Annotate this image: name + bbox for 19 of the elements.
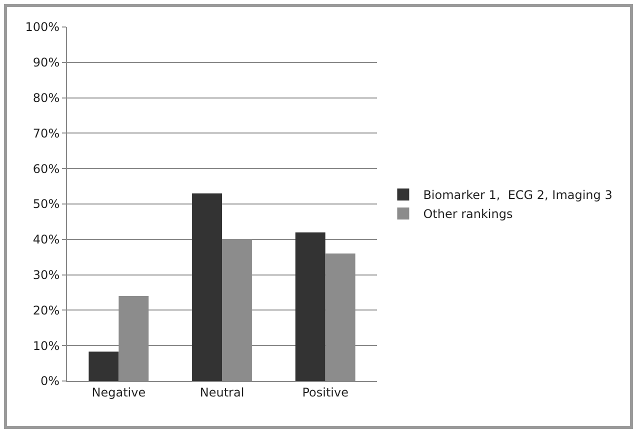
legend-label: Other rankings <box>423 207 513 222</box>
y-tick-label: 100% <box>25 20 60 34</box>
y-tick-label: 10% <box>32 338 60 353</box>
y-tick-label: 50% <box>32 197 60 212</box>
y-tick-label: 40% <box>32 232 60 247</box>
x-tick-label: Negative <box>92 385 146 400</box>
x-tick-label: Neutral <box>200 385 244 400</box>
bar <box>88 352 119 381</box>
bar <box>192 193 222 381</box>
x-tick-label: Positive <box>302 385 348 400</box>
bar <box>295 232 326 381</box>
y-tick-label: 80% <box>32 91 60 105</box>
y-tick-label: 90% <box>32 56 60 70</box>
y-tick-label: 70% <box>32 126 60 140</box>
legend-label: Biomarker 1, ECG 2, Imaging 3 <box>423 188 612 202</box>
y-tick-label: 60% <box>32 162 60 176</box>
y-tick-label: 0% <box>40 374 60 388</box>
y-tick-label: 30% <box>32 268 60 282</box>
y-tick-label: 20% <box>32 303 60 318</box>
